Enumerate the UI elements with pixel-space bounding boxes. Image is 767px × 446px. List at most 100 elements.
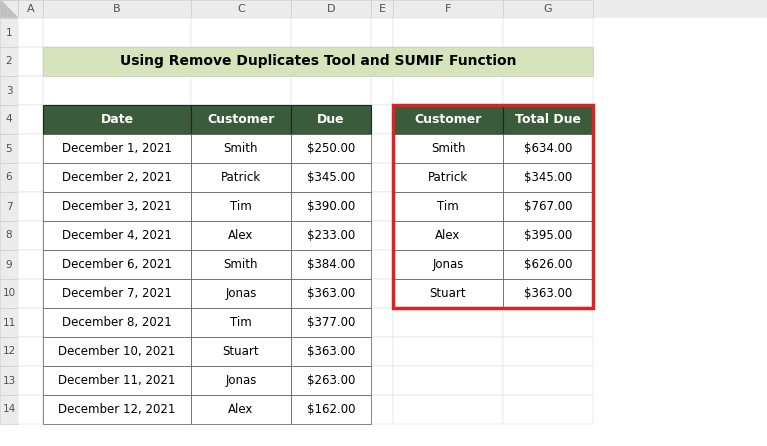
Bar [503, 250, 593, 279]
Bar [503, 221, 593, 250]
Text: 11: 11 [2, 318, 15, 327]
Bar [18, 0, 43, 18]
Bar [393, 250, 503, 279]
Bar [503, 163, 593, 192]
Bar [0, 308, 18, 337]
Text: $390.00: $390.00 [307, 200, 355, 213]
Bar [291, 366, 371, 395]
Bar [0, 279, 18, 308]
Bar [291, 134, 371, 163]
Text: Alex: Alex [229, 403, 254, 416]
Bar [503, 279, 593, 308]
Bar [191, 395, 291, 424]
Bar [393, 279, 503, 308]
Bar [291, 221, 371, 250]
Bar [0, 0, 18, 18]
Bar [43, 163, 191, 192]
Bar [18, 337, 43, 366]
Text: $345.00: $345.00 [524, 171, 572, 184]
Bar [43, 47, 191, 76]
Bar [43, 337, 191, 366]
Text: Alex: Alex [436, 229, 461, 242]
Bar [503, 279, 593, 308]
Text: Smith: Smith [224, 258, 258, 271]
Bar [191, 192, 291, 221]
Bar [503, 76, 593, 105]
Text: C: C [237, 4, 245, 14]
Bar [503, 192, 593, 221]
Bar [371, 18, 393, 47]
Bar [43, 337, 191, 366]
Bar [0, 250, 18, 279]
Bar [503, 18, 593, 47]
Bar [291, 47, 371, 76]
Text: December 3, 2021: December 3, 2021 [62, 200, 172, 213]
Bar [503, 308, 593, 337]
Bar [291, 366, 371, 395]
Text: E: E [378, 4, 386, 14]
Bar [18, 76, 43, 105]
Text: 14: 14 [2, 405, 15, 414]
Bar [503, 105, 593, 134]
Text: Jonas: Jonas [225, 287, 257, 300]
Bar [43, 308, 191, 337]
Text: December 8, 2021: December 8, 2021 [62, 316, 172, 329]
Bar [191, 366, 291, 395]
Text: Tim: Tim [230, 200, 252, 213]
Bar [43, 0, 191, 18]
Bar [503, 366, 593, 395]
Text: 7: 7 [5, 202, 12, 211]
Text: December 6, 2021: December 6, 2021 [62, 258, 172, 271]
Bar [503, 250, 593, 279]
Text: $384.00: $384.00 [307, 258, 355, 271]
Text: $233.00: $233.00 [307, 229, 355, 242]
Bar [18, 134, 43, 163]
Bar [191, 105, 291, 134]
Bar [393, 250, 503, 279]
Text: 10: 10 [2, 289, 15, 298]
Bar [393, 395, 503, 424]
Text: 4: 4 [5, 115, 12, 124]
Bar [291, 279, 371, 308]
Text: Alex: Alex [229, 229, 254, 242]
Bar [43, 47, 593, 76]
Bar [18, 366, 43, 395]
Bar [393, 221, 503, 250]
Bar [503, 134, 593, 163]
Text: Smith: Smith [224, 142, 258, 155]
Bar [291, 395, 371, 424]
Bar [191, 163, 291, 192]
Bar [43, 163, 191, 192]
Text: Stuart: Stuart [222, 345, 259, 358]
Bar [503, 105, 593, 134]
Text: Date: Date [100, 113, 133, 126]
Text: 13: 13 [2, 376, 15, 385]
Bar [371, 337, 393, 366]
Bar [43, 221, 191, 250]
Text: Patrick: Patrick [221, 171, 261, 184]
Bar [503, 163, 593, 192]
Bar [393, 163, 503, 192]
Text: December 2, 2021: December 2, 2021 [62, 171, 172, 184]
Bar [371, 250, 393, 279]
Text: $363.00: $363.00 [524, 287, 572, 300]
Bar [18, 279, 43, 308]
Bar [503, 192, 593, 221]
Text: G: G [544, 4, 552, 14]
Bar [393, 0, 503, 18]
Text: 8: 8 [5, 231, 12, 240]
Bar [0, 105, 18, 134]
Bar [0, 47, 18, 76]
Bar [291, 250, 371, 279]
Text: $250.00: $250.00 [307, 142, 355, 155]
Bar [371, 279, 393, 308]
Bar [291, 308, 371, 337]
Text: 12: 12 [2, 347, 15, 356]
Bar [43, 308, 191, 337]
Bar [43, 134, 191, 163]
Polygon shape [1, 1, 17, 17]
Bar [43, 250, 191, 279]
Bar [191, 221, 291, 250]
Text: B: B [114, 4, 121, 14]
Text: 1: 1 [5, 28, 12, 37]
